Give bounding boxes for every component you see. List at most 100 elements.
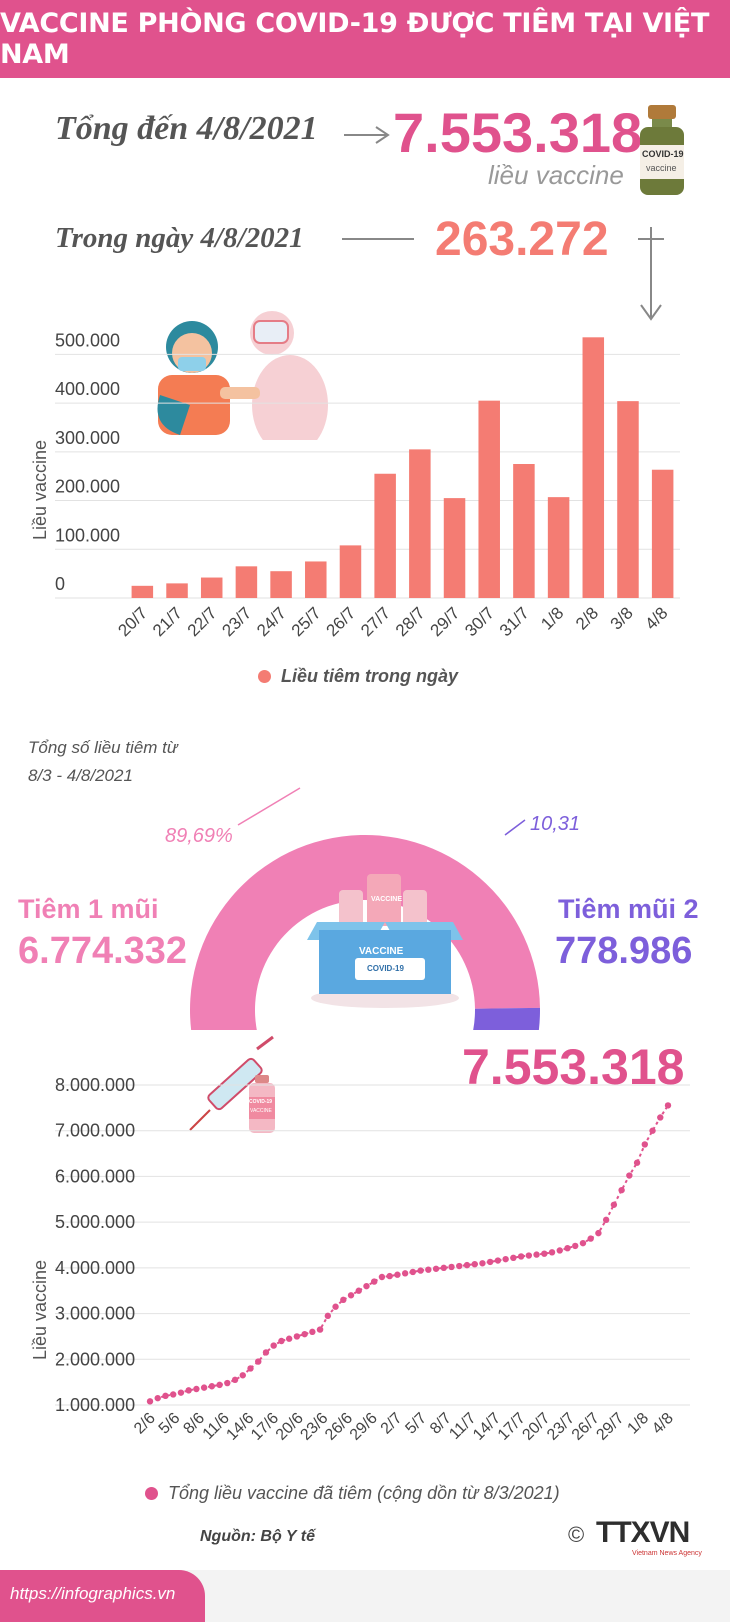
bar-x-tick-label: 26/7	[322, 603, 359, 640]
line-point	[278, 1337, 285, 1345]
line-point	[216, 1381, 223, 1389]
line-point	[448, 1263, 455, 1271]
bar-y-tick-label: 300.000	[55, 428, 120, 448]
daily-bar-chart: 0 100.000 200.000 300.000 400.000 500.000 20/…	[30, 330, 680, 640]
line-point	[340, 1296, 347, 1304]
bar-x-tick-label: 29/7	[427, 603, 464, 640]
bar-x-tick-label: 2/8	[572, 603, 602, 633]
line-point	[293, 1333, 301, 1340]
bar-y-tick-label: 100.000	[55, 525, 120, 545]
line-y-tick-label: 2.000.000	[55, 1349, 135, 1369]
bar-y-axis-label: Liều vaccine	[30, 440, 50, 540]
vial-label: COVID-19	[642, 149, 684, 159]
line-y-tick-label: 3.000.000	[55, 1304, 135, 1324]
bar-26-7	[339, 545, 362, 598]
bar-x-tick-label: 27/7	[357, 603, 394, 640]
line-point	[602, 1216, 610, 1224]
line-point	[262, 1349, 270, 1356]
line-point	[301, 1330, 308, 1338]
legend-dot-icon	[145, 1487, 158, 1500]
line-point	[595, 1229, 602, 1237]
bar-31-7	[513, 464, 535, 598]
line-point	[177, 1389, 185, 1396]
line-point	[270, 1342, 277, 1349]
line-point	[548, 1249, 556, 1256]
line-legend-label: Tổng liều vaccine đã tiêm (cộng dồn từ 8…	[168, 1483, 560, 1503]
line-point	[386, 1272, 393, 1280]
cumulative-line-chart: 1.000.000 2.000.000 3.000.000 4.000.000 5.00…	[30, 1075, 690, 1444]
bar-2-8	[582, 337, 605, 598]
legend-dot-icon	[258, 670, 271, 683]
bar-x-tick-label: 22/7	[184, 603, 221, 640]
line-point	[502, 1255, 509, 1263]
line-point	[494, 1257, 502, 1264]
line-point	[657, 1114, 664, 1121]
line-y-axis-label: Liều vaccine	[30, 1260, 50, 1360]
bar-28-7	[409, 449, 431, 598]
line-point	[208, 1383, 216, 1390]
line-point	[626, 1172, 633, 1179]
day-value: 263.272	[435, 213, 609, 266]
line-point	[425, 1266, 432, 1273]
bar-legend-label: Liều tiêm trong ngày	[281, 666, 459, 686]
line-y-tick-label: 7.000.000	[55, 1121, 135, 1141]
bar-x-tick-label: 3/8	[607, 603, 637, 633]
line-point	[510, 1254, 517, 1261]
line-y-tick-label: 4.000.000	[55, 1258, 135, 1278]
line-point	[231, 1376, 239, 1384]
line-y-tick-label: 1.000.000	[55, 1395, 135, 1415]
line-point	[579, 1239, 587, 1247]
box-bottle-label: VACCINE	[371, 896, 402, 903]
line-x-tick-label: 1/8	[624, 1410, 652, 1438]
small-vial-icon: COVID-19 VACCINE	[247, 1075, 277, 1133]
donut-slice-dose2	[473, 1007, 540, 1030]
dose2-label: Tiêm mũi 2	[558, 894, 699, 924]
ttxvn-logo-sub: Vietnam News Agency	[632, 1550, 702, 1557]
line-point	[285, 1335, 293, 1342]
line-y-tick-label: 5.000.000	[55, 1212, 135, 1232]
arrow-down-icon	[638, 227, 664, 321]
bar-24-7	[270, 571, 292, 598]
vaccination-illustration	[157, 311, 328, 440]
line-point	[309, 1328, 316, 1336]
box-label: VACCINE	[359, 946, 404, 957]
source-text: Nguồn: Bộ Y tế	[200, 1528, 315, 1545]
line-point	[169, 1391, 177, 1398]
line-point	[324, 1312, 332, 1320]
vial-sublabel: vaccine	[646, 163, 677, 173]
bar-x-tick-label: 4/8	[641, 603, 671, 633]
donut-pct-dose2: 10,31%	[530, 813, 580, 835]
line-point	[463, 1261, 471, 1269]
small-vial-sublabel: VACCINE	[250, 1108, 272, 1114]
line-point	[247, 1365, 254, 1372]
bar-x-tick-label: 24/7	[253, 603, 290, 640]
line-point	[618, 1186, 625, 1194]
bar-29-7	[443, 498, 466, 598]
line-point	[316, 1326, 324, 1333]
bar-30-7	[478, 400, 500, 598]
line-x-tick-label: 29/7	[593, 1410, 627, 1444]
bar-x-tick-label: 1/8	[537, 603, 567, 633]
line-y-tick-label: 6.000.000	[55, 1166, 135, 1186]
bar-y-tick-label: 0	[55, 574, 65, 594]
line-point	[533, 1251, 540, 1258]
small-vial-label: COVID-19	[249, 1099, 273, 1105]
dose1-label: Tiêm 1 mũi	[18, 894, 159, 924]
ttxvn-logo: TTXVN	[596, 1516, 690, 1549]
line-point	[371, 1278, 378, 1285]
bar-27-7	[374, 473, 396, 598]
day-label: Trong ngày 4/8/2021	[55, 222, 304, 254]
total-unit: liều vaccine	[488, 160, 624, 190]
bar-x-tick-label: 30/7	[461, 603, 498, 640]
syringe-icon	[189, 1035, 274, 1131]
line-point	[378, 1273, 386, 1281]
line-point	[440, 1264, 447, 1272]
total-label: Tổng đến 4/8/2021	[55, 110, 318, 147]
bar-x-tick-label: 21/7	[149, 603, 186, 640]
bar-4-8	[651, 469, 674, 598]
footer-url-link[interactable]: https://infographics.vn	[10, 1584, 176, 1603]
line-point	[332, 1303, 339, 1310]
line-point	[541, 1250, 548, 1257]
bar-22-7	[200, 577, 223, 598]
bar-y-tick-label: 400.000	[55, 379, 120, 399]
